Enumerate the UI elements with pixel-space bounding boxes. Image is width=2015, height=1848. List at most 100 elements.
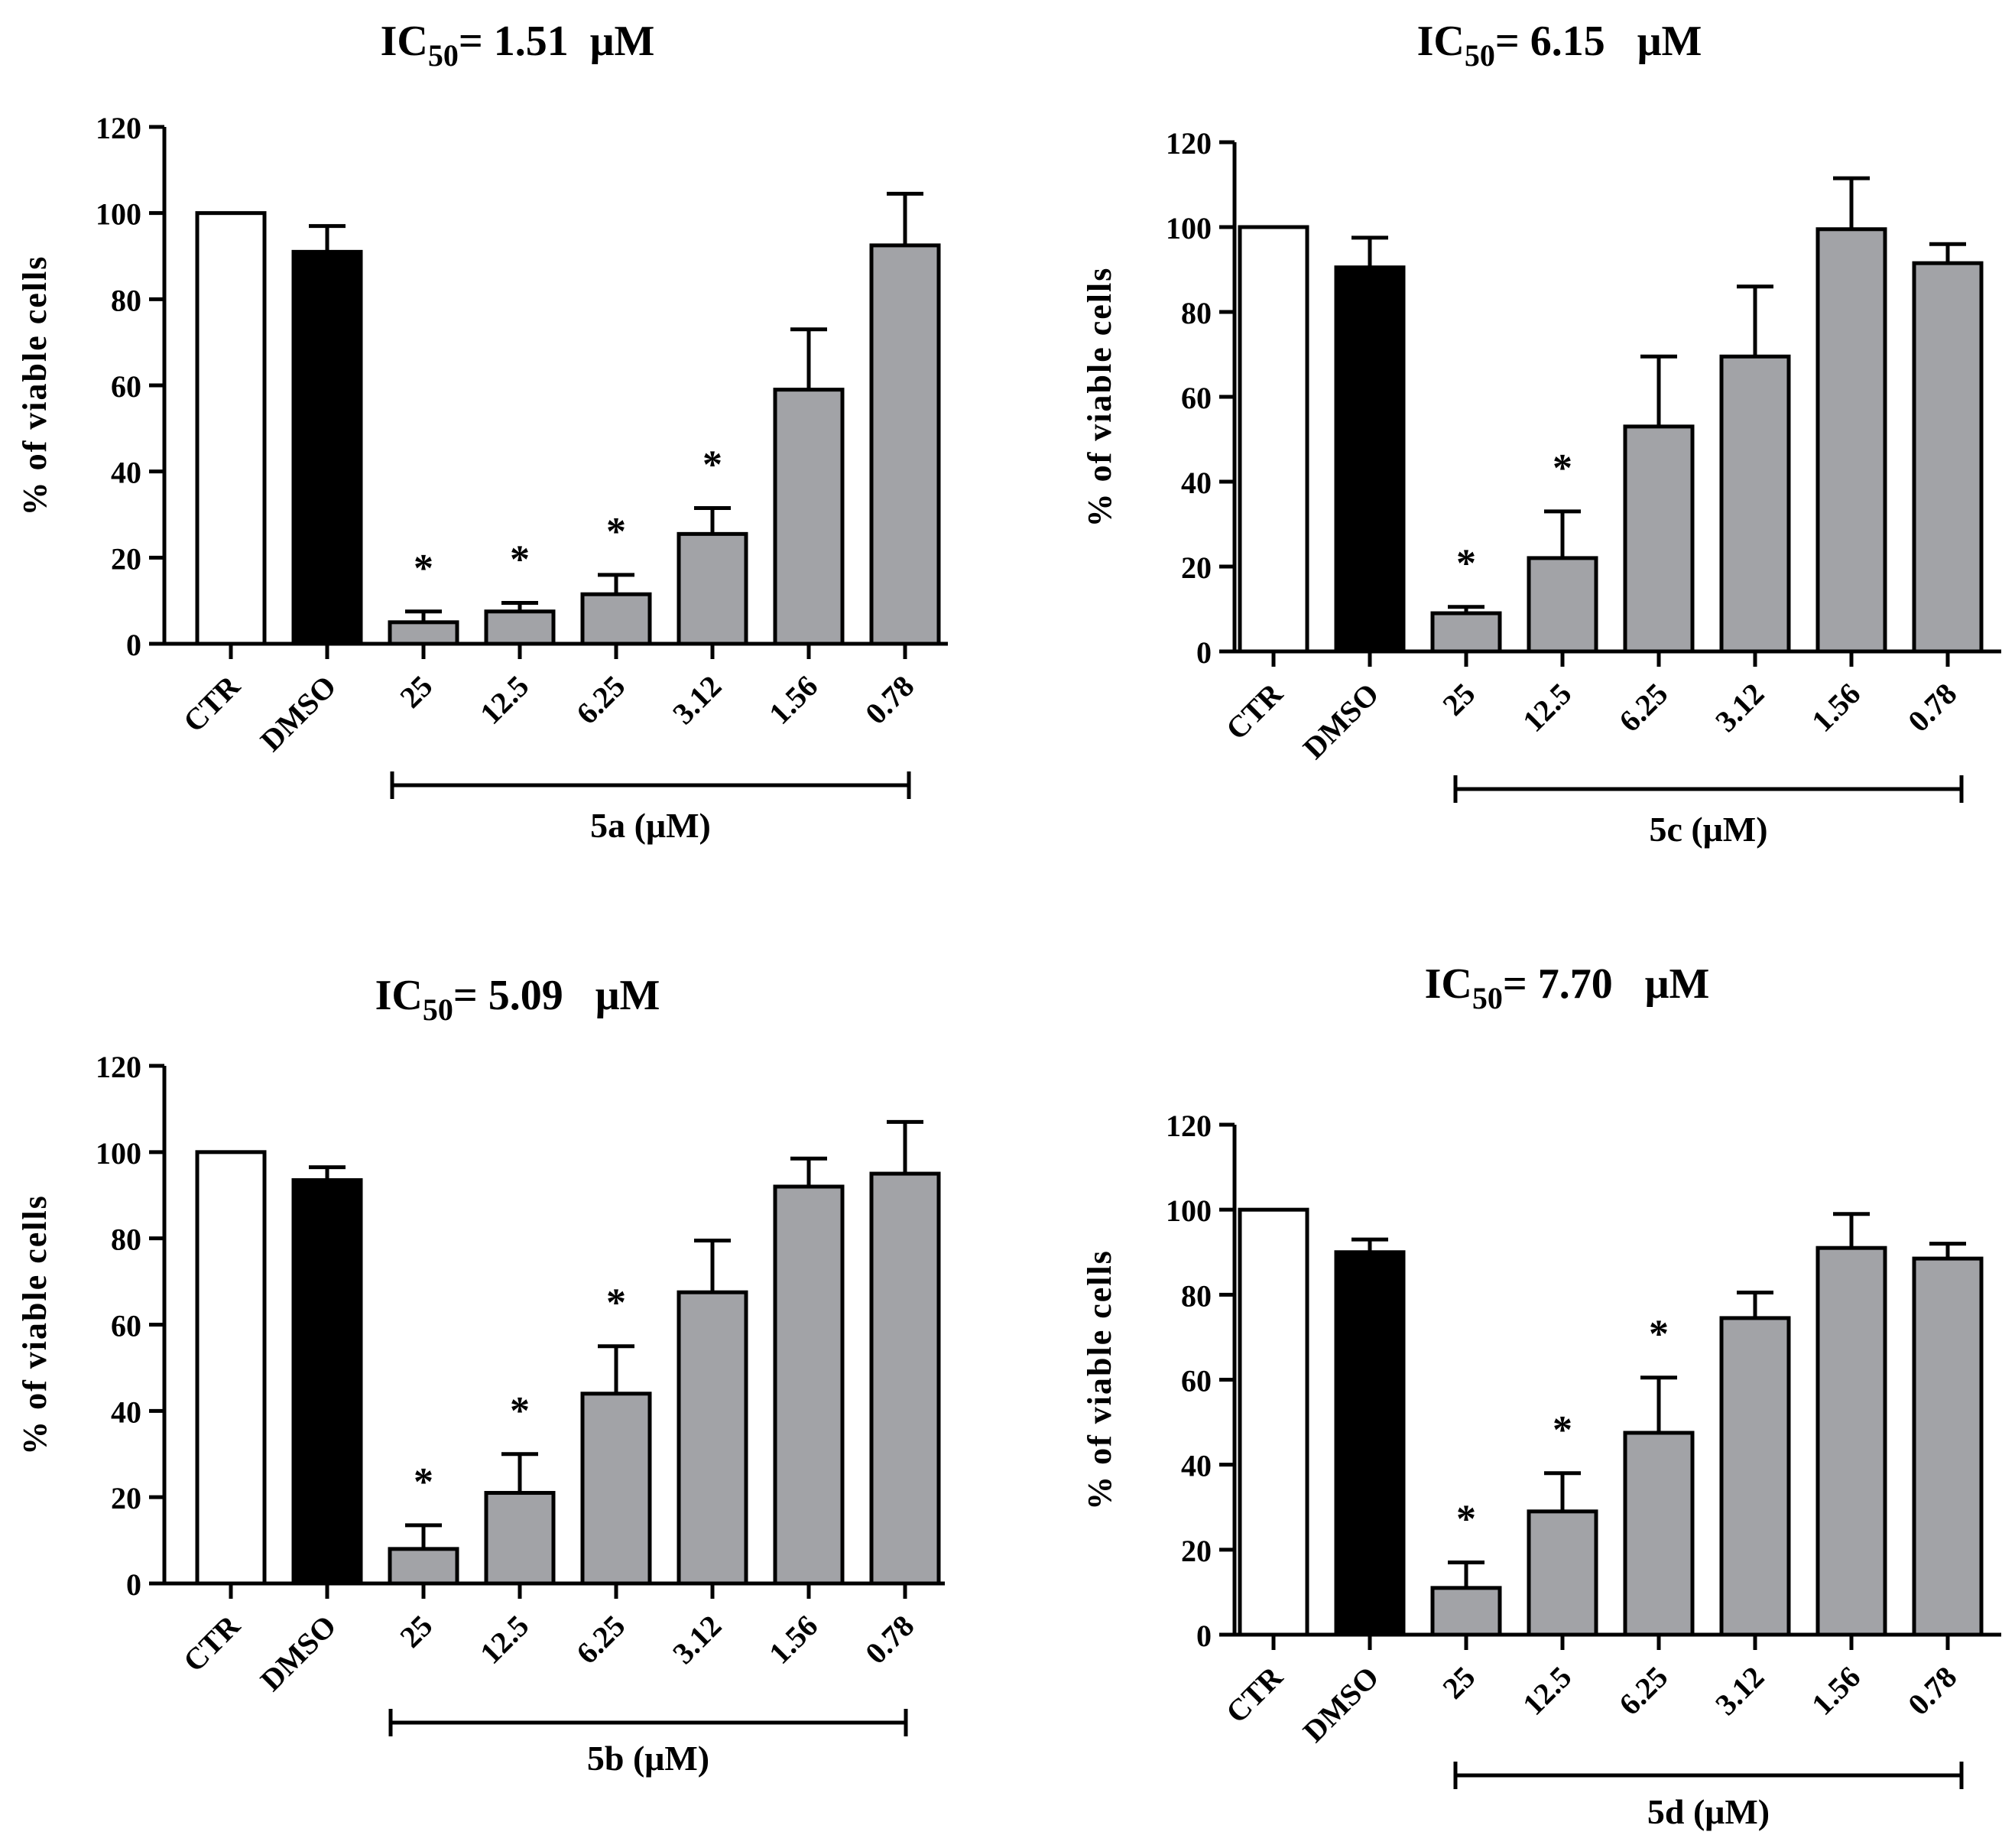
bar-3_12 <box>677 531 748 646</box>
significance-asterisk: * <box>1553 447 1572 490</box>
bar-12_5 <box>1527 1509 1598 1637</box>
significance-asterisk: * <box>510 1389 530 1433</box>
x-tick-label: 3.12 <box>1708 1660 1770 1722</box>
x-tick-label: 12.5 <box>1516 1660 1578 1722</box>
x-tick-label: 12.5 <box>473 669 535 731</box>
title-subscript: 50 <box>1465 38 1495 73</box>
x-tick-label: 1.56 <box>1805 1660 1867 1722</box>
significance-asterisk: * <box>414 547 433 590</box>
bar-6_25 <box>580 1392 652 1586</box>
y-tick-label: 40 <box>1181 1449 1212 1483</box>
x-axis-label-5b: 5b (μM) <box>587 1739 709 1778</box>
bar-0_78 <box>1912 1256 1984 1637</box>
y-tick-label: 40 <box>111 1395 141 1429</box>
y-tick-label: 100 <box>1166 211 1212 245</box>
y-tick-label: 80 <box>1181 1278 1212 1313</box>
title-value: = 6.15 μM <box>1495 18 1702 65</box>
bar-CTR <box>1238 225 1309 654</box>
y-tick-label: 120 <box>1166 126 1212 161</box>
y-tick-label: 20 <box>111 1481 141 1515</box>
y-axis-label: % of viable cells <box>16 1194 54 1455</box>
bar-CTR <box>195 211 267 646</box>
bar-DMSO <box>291 249 363 646</box>
bar-3_12 <box>677 1290 748 1586</box>
x-tick-label: 0.78 <box>1901 677 1963 739</box>
chart-panel-5c: IC50= 6.15 μM 0 20 40 60 80 100 120 % of viable … <box>1081 18 2001 849</box>
y-tick-label: 100 <box>96 1136 141 1171</box>
bar-CTR <box>195 1150 267 1586</box>
bar-DMSO <box>1334 265 1406 654</box>
chart-title: IC50= 1.51 μM <box>381 18 655 73</box>
x-tick-label: CTR <box>177 668 247 739</box>
chart-title: IC50= 7.70 μM <box>1425 960 1710 1015</box>
significance-asterisk: * <box>1553 1408 1572 1452</box>
y-tick-label: 120 <box>1166 1109 1212 1143</box>
bar-6_25 <box>580 592 652 646</box>
y-tick-label: 60 <box>111 369 141 404</box>
bar-25 <box>388 1547 459 1586</box>
significance-asterisk: * <box>606 510 626 554</box>
chart-title: IC50= 6.15 μM <box>1417 18 1702 73</box>
x-tick-label: CTR <box>1219 1659 1290 1729</box>
x-tick-label: 25 <box>393 669 439 715</box>
bar-6_25 <box>1623 424 1695 654</box>
bar-25 <box>388 620 459 646</box>
x-tick-label: DMSO <box>1296 1660 1386 1749</box>
x-tick-label: CTR <box>1219 676 1290 746</box>
bar-0_78 <box>869 1171 941 1586</box>
bar-12_5 <box>484 1491 556 1586</box>
x-tick-label: DMSO <box>1296 677 1386 766</box>
x-axis-label-5c: 5c (μM) <box>1649 810 1767 849</box>
bar-6_25 <box>1623 1431 1695 1637</box>
y-tick-label: 60 <box>1181 381 1212 415</box>
x-axis-label-5d: 5d (μM) <box>1647 1792 1770 1831</box>
y-tick-label: 60 <box>1181 1364 1212 1398</box>
y-tick-label: 20 <box>1181 551 1212 585</box>
y-tick-label: 100 <box>1166 1194 1212 1228</box>
x-tick-label: 6.25 <box>569 669 631 731</box>
title-value: = 1.51 μM <box>459 18 655 65</box>
x-tick-label: 25 <box>1436 677 1481 723</box>
y-tick-label: 40 <box>111 456 141 490</box>
bar-CTR <box>1238 1207 1309 1637</box>
bar-1_56 <box>773 1184 845 1586</box>
chart-panel-5a: IC50= 1.51 μM 0 20 40 60 80 100 120 % of viable … <box>16 18 948 845</box>
y-tick-label: 60 <box>111 1309 141 1343</box>
x-tick-label: 25 <box>1436 1660 1481 1706</box>
title-prefix: IC <box>381 18 428 65</box>
x-tick-label: 12.5 <box>1516 677 1578 739</box>
x-tick-label: 1.56 <box>762 669 824 731</box>
title-value: = 7.70 μM <box>1503 960 1710 1008</box>
x-tick-label: CTR <box>177 1608 247 1678</box>
chart-panel-5b: IC50= 5.09 μM 0 20 40 60 80 100 120 % of viable … <box>16 972 945 1778</box>
bar-0_78 <box>869 243 941 646</box>
x-tick-label: 0.78 <box>858 1609 920 1671</box>
chart-title: IC50= 5.09 μM <box>375 972 660 1027</box>
title-value: = 5.09 μM <box>453 972 660 1019</box>
bar-25 <box>1430 611 1502 654</box>
y-axis-label: % of viable cells <box>16 255 54 516</box>
bar-3_12 <box>1719 1316 1791 1637</box>
bar-1_56 <box>1815 227 1887 654</box>
y-tick-label: 0 <box>126 1567 141 1602</box>
title-prefix: IC <box>375 972 423 1019</box>
x-tick-label: 3.12 <box>666 1609 728 1671</box>
y-tick-label: 120 <box>96 1050 141 1084</box>
x-tick-label: 1.56 <box>1805 677 1867 739</box>
y-tick-label: 100 <box>96 197 141 232</box>
bar-1_56 <box>773 388 845 646</box>
significance-asterisk: * <box>1456 542 1476 586</box>
title-prefix: IC <box>1425 960 1472 1008</box>
y-tick-label: 20 <box>1181 1534 1212 1568</box>
x-tick-label: 12.5 <box>473 1609 535 1671</box>
title-subscript: 50 <box>428 38 459 73</box>
x-tick-label: DMSO <box>254 669 343 758</box>
x-tick-label: DMSO <box>254 1609 343 1698</box>
x-tick-label: 0.78 <box>1901 1660 1963 1722</box>
y-tick-label: 80 <box>1181 296 1212 330</box>
y-tick-label: 120 <box>96 111 141 145</box>
bar-1_56 <box>1815 1246 1887 1637</box>
y-tick-label: 40 <box>1181 466 1212 500</box>
bar-3_12 <box>1719 354 1791 654</box>
